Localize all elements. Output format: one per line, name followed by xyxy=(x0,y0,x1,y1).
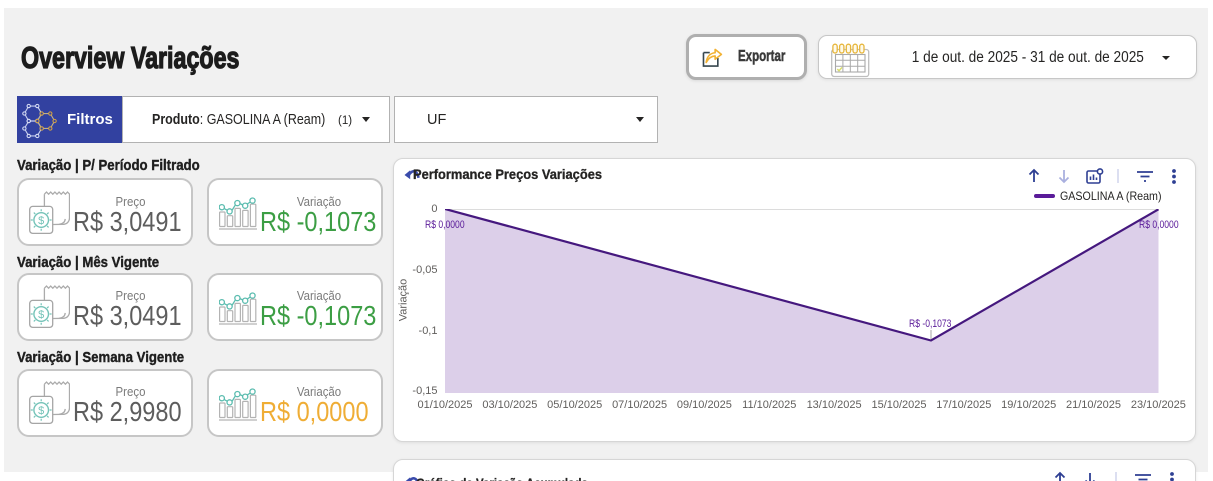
svg-text:$: $ xyxy=(38,405,44,417)
svg-text:$: $ xyxy=(38,309,44,321)
svg-text:$: $ xyxy=(38,214,44,226)
